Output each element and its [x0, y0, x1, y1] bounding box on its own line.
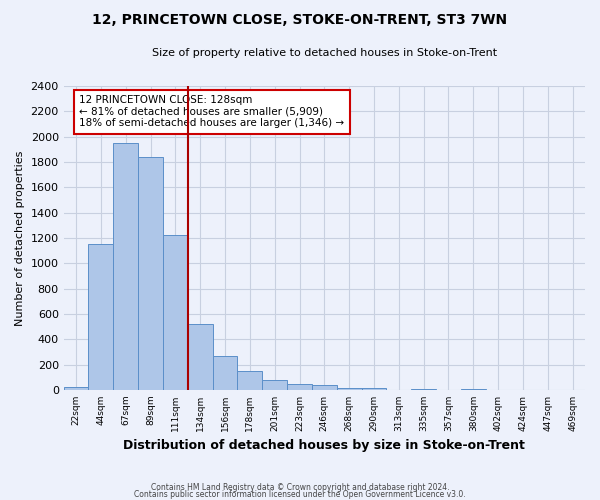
Text: 12, PRINCETOWN CLOSE, STOKE-ON-TRENT, ST3 7WN: 12, PRINCETOWN CLOSE, STOKE-ON-TRENT, ST… [92, 12, 508, 26]
Bar [64, 387, 88, 390]
Bar [163, 236, 188, 390]
Bar [411, 388, 436, 390]
Bar [88, 244, 113, 390]
Bar [337, 388, 362, 390]
Bar [287, 384, 312, 390]
Title: Size of property relative to detached houses in Stoke-on-Trent: Size of property relative to detached ho… [152, 48, 497, 58]
Bar [312, 385, 337, 390]
Bar [362, 388, 386, 390]
Bar [262, 380, 287, 390]
Text: 12 PRINCETOWN CLOSE: 128sqm
← 81% of detached houses are smaller (5,909)
18% of : 12 PRINCETOWN CLOSE: 128sqm ← 81% of det… [79, 95, 344, 128]
Bar [212, 356, 238, 390]
Bar [238, 371, 262, 390]
Y-axis label: Number of detached properties: Number of detached properties [15, 150, 25, 326]
Bar [138, 157, 163, 390]
Text: Contains HM Land Registry data © Crown copyright and database right 2024.: Contains HM Land Registry data © Crown c… [151, 484, 449, 492]
Bar [188, 324, 212, 390]
X-axis label: Distribution of detached houses by size in Stoke-on-Trent: Distribution of detached houses by size … [124, 440, 525, 452]
Text: Contains public sector information licensed under the Open Government Licence v3: Contains public sector information licen… [134, 490, 466, 499]
Bar [113, 143, 138, 390]
